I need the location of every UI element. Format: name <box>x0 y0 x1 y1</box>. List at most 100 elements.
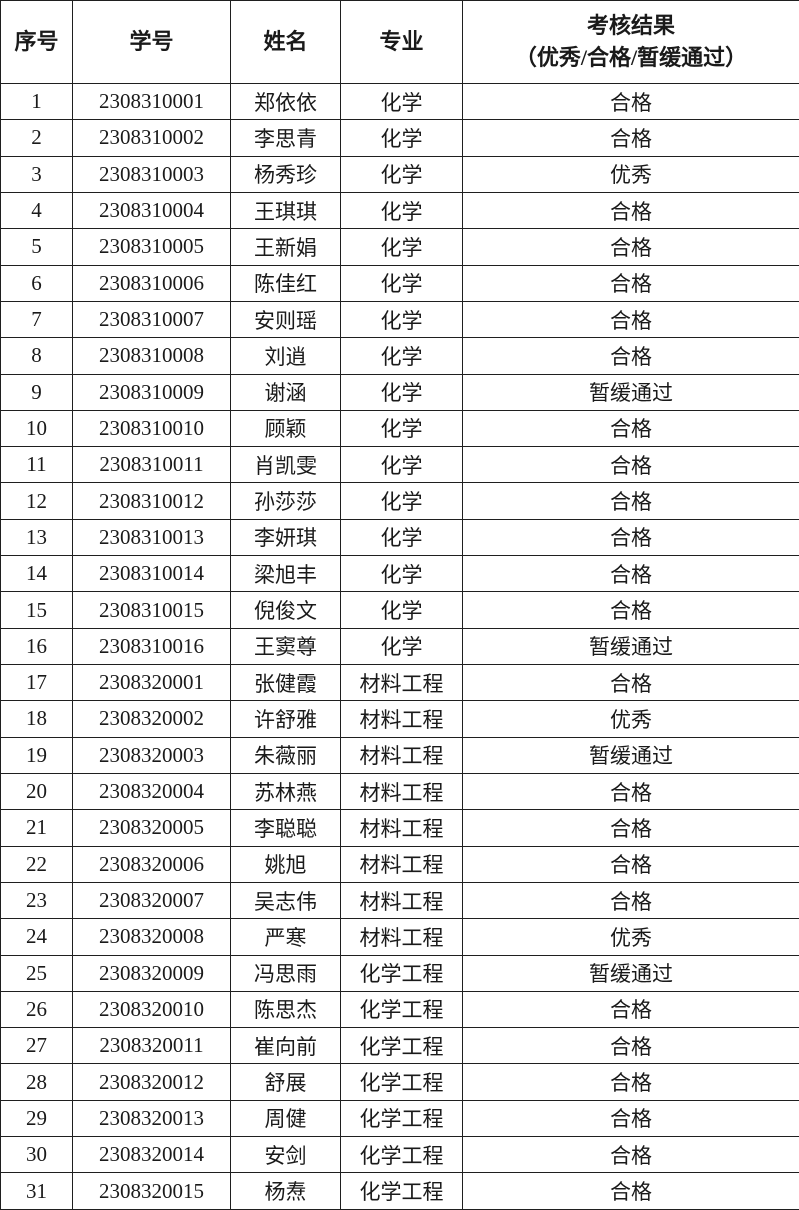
cell-index: 24 <box>0 918 73 956</box>
cell-major: 化学 <box>340 155 463 193</box>
cell-major: 化学 <box>340 264 463 302</box>
cell-major: 材料工程 <box>340 663 463 702</box>
table-row: 18 2308320002 许舒雅 材料工程 优秀 <box>0 700 799 738</box>
cell-student-id: 2308310010 <box>72 409 231 448</box>
cell-name: 吴志伟 <box>230 881 341 920</box>
header-result-title: 考核结果 <box>586 13 675 39</box>
cell-result: 合格 <box>462 1136 799 1174</box>
cell-student-id: 2308320004 <box>72 772 231 811</box>
cell-result: 合格 <box>462 1027 799 1065</box>
cell-major: 材料工程 <box>340 700 463 738</box>
cell-index: 28 <box>0 1063 73 1101</box>
cell-index: 14 <box>0 555 73 593</box>
cell-major: 材料工程 <box>340 881 463 920</box>
cell-result: 合格 <box>462 191 799 230</box>
cell-index: 11 <box>0 446 73 484</box>
cell-student-id: 2308320001 <box>72 663 231 702</box>
cell-result: 合格 <box>462 772 799 811</box>
cell-name: 李思青 <box>230 119 341 157</box>
cell-student-id: 2308310003 <box>72 155 231 193</box>
cell-student-id: 2308310012 <box>72 482 231 520</box>
cell-student-id: 2308310009 <box>72 373 231 411</box>
cell-name: 陈思杰 <box>230 990 341 1029</box>
cell-name: 王新娟 <box>230 228 341 266</box>
cell-result: 合格 <box>462 591 799 629</box>
cell-name: 舒展 <box>230 1063 341 1101</box>
cell-major: 化学 <box>340 119 463 157</box>
cell-index: 8 <box>0 337 73 375</box>
cell-major: 化学 <box>340 82 463 121</box>
cell-student-id: 2308310002 <box>72 119 231 157</box>
cell-major: 化学工程 <box>340 990 463 1029</box>
cell-major: 化学工程 <box>340 1099 463 1138</box>
table-row: 17 2308320001 张健霞 材料工程 合格 <box>0 663 799 702</box>
cell-index: 16 <box>0 627 73 666</box>
cell-index: 19 <box>0 736 73 774</box>
cell-index: 27 <box>0 1027 73 1065</box>
cell-name: 崔向前 <box>230 1027 341 1065</box>
cell-result: 合格 <box>462 1099 799 1138</box>
cell-result: 合格 <box>462 845 799 883</box>
cell-name: 倪俊文 <box>230 591 341 629</box>
cell-student-id: 2308310013 <box>72 518 231 557</box>
header-name: 姓名 <box>230 0 341 84</box>
table-row: 12 2308310012 孙莎莎 化学 合格 <box>0 482 799 520</box>
cell-major: 化学 <box>340 228 463 266</box>
cell-student-id: 2308310006 <box>72 264 231 302</box>
cell-index: 7 <box>0 300 73 339</box>
cell-student-id: 2308320012 <box>72 1063 231 1101</box>
cell-result: 暂缓通过 <box>462 627 799 666</box>
cell-result: 合格 <box>462 82 799 121</box>
cell-major: 化学工程 <box>340 1027 463 1065</box>
cell-index: 2 <box>0 119 73 157</box>
cell-name: 严寒 <box>230 918 341 956</box>
cell-major: 化学 <box>340 482 463 520</box>
cell-student-id: 2308310004 <box>72 191 231 230</box>
cell-result: 优秀 <box>462 918 799 956</box>
cell-name: 王窦尊 <box>230 627 341 666</box>
cell-student-id: 2308310014 <box>72 555 231 593</box>
cell-result: 暂缓通过 <box>462 373 799 411</box>
cell-index: 22 <box>0 845 73 883</box>
cell-result: 合格 <box>462 337 799 375</box>
cell-student-id: 2308310011 <box>72 446 231 484</box>
cell-name: 杨焘 <box>230 1172 341 1210</box>
cell-index: 12 <box>0 482 73 520</box>
cell-result: 合格 <box>462 990 799 1029</box>
table-row: 11 2308310011 肖凯雯 化学 合格 <box>0 446 799 484</box>
cell-index: 29 <box>0 1099 73 1138</box>
cell-result: 合格 <box>462 264 799 302</box>
cell-student-id: 2308320015 <box>72 1172 231 1210</box>
cell-result: 优秀 <box>462 700 799 738</box>
cell-index: 5 <box>0 228 73 266</box>
cell-name: 杨秀珍 <box>230 155 341 193</box>
cell-result: 合格 <box>462 228 799 266</box>
cell-result: 合格 <box>462 409 799 448</box>
cell-result: 合格 <box>462 1172 799 1210</box>
cell-result: 合格 <box>462 881 799 920</box>
cell-name: 冯思雨 <box>230 954 341 992</box>
cell-index: 30 <box>0 1136 73 1174</box>
cell-student-id: 2308320013 <box>72 1099 231 1138</box>
header-student-id: 学号 <box>72 0 231 84</box>
cell-name: 李聪聪 <box>230 809 341 847</box>
table-row: 15 2308310015 倪俊文 化学 合格 <box>0 591 799 629</box>
cell-major: 材料工程 <box>340 918 463 956</box>
cell-major: 材料工程 <box>340 736 463 774</box>
header-row: 序号 学号 姓名 专业 考核结果 （优秀/合格/暂缓通过） <box>0 0 799 84</box>
cell-index: 4 <box>0 191 73 230</box>
cell-name: 孙莎莎 <box>230 482 341 520</box>
table-body: 1 2308310001 郑依依 化学 合格 2 2308310002 李思青 … <box>0 82 799 1210</box>
cell-index: 31 <box>0 1172 73 1210</box>
cell-index: 20 <box>0 772 73 811</box>
cell-name: 朱薇丽 <box>230 736 341 774</box>
cell-name: 郑依依 <box>230 82 341 121</box>
cell-major: 材料工程 <box>340 809 463 847</box>
table-row: 27 2308320011 崔向前 化学工程 合格 <box>0 1027 799 1065</box>
cell-major: 化学 <box>340 337 463 375</box>
cell-name: 周健 <box>230 1099 341 1138</box>
cell-student-id: 2308320009 <box>72 954 231 992</box>
cell-major: 化学 <box>340 300 463 339</box>
cell-major: 材料工程 <box>340 845 463 883</box>
